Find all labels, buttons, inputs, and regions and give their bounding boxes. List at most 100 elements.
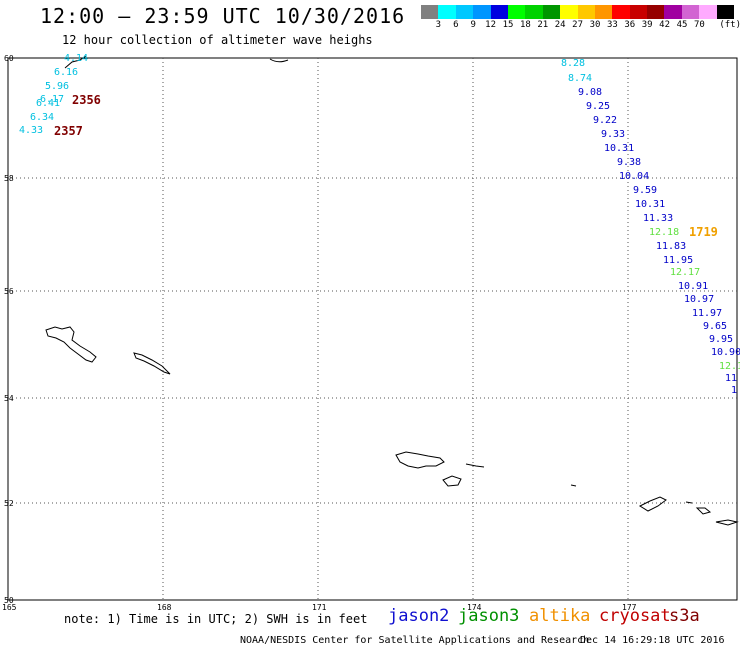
wave-height-label: 6.41 — [36, 98, 60, 109]
wave-height-label: 6.34 — [30, 112, 54, 123]
legend-tick-label: 70 — [693, 20, 705, 30]
track-time-label: 2356 — [72, 93, 101, 107]
wave-height-label: 8.74 — [568, 73, 592, 84]
coast-semichi-islands — [465, 463, 485, 468]
coastlines — [45, 55, 739, 526]
track-east: 8.28 8.74 9.08 9.25 9.22 9.33 10.31 9.38… — [561, 58, 740, 396]
coast-bering-island — [45, 326, 97, 363]
wave-height-label: 10.97 — [684, 294, 714, 305]
lat-label: 56 — [4, 287, 14, 296]
legend-swatch — [455, 5, 474, 19]
graticule — [8, 58, 737, 600]
wave-height-label: 4.14 — [64, 53, 88, 64]
legend-swatch — [629, 5, 648, 19]
legend-tick-label: 30 — [589, 20, 601, 30]
coast-north — [269, 58, 289, 63]
satellite-jason3: jason3 — [458, 606, 520, 626]
satellite-jason2: jason2 — [388, 606, 450, 626]
legend-swatch — [664, 5, 682, 19]
legend-swatch — [594, 5, 613, 19]
coast-islet-a — [685, 501, 693, 504]
wave-height-label: 10.31 — [604, 143, 634, 154]
legend-tick-label: 45 — [676, 20, 688, 30]
wave-height-label: 11.97 — [692, 308, 722, 319]
wave-height-label: 9.95 — [709, 334, 733, 345]
legend-swatch — [507, 5, 526, 19]
lat-label: 60 — [4, 54, 14, 63]
wave-height-label: 11.83 — [656, 241, 686, 252]
legend-swatches — [421, 5, 735, 19]
track-west: 4.14 6.16 5.96 6.17 6.41 6.34 4.33 2356 … — [19, 53, 101, 138]
coast-attu-island — [395, 451, 445, 469]
legend-swatch — [438, 5, 456, 19]
coast-agattu-island — [442, 475, 462, 487]
legend-swatch — [681, 5, 700, 19]
page-subtitle: 12 hour collection of altimeter wave hei… — [62, 33, 373, 47]
wave-height-label: 9.25 — [586, 101, 610, 112]
legend-swatch — [542, 5, 561, 19]
lon-label: 168 — [157, 603, 172, 610]
wave-height-label: 9.59 — [633, 185, 657, 196]
coast-islet-c — [715, 519, 739, 526]
legend-tick-label: 36 — [624, 20, 636, 30]
legend-tick-label: 42 — [659, 20, 671, 30]
lon-label: 174 — [467, 603, 482, 610]
wave-height-label: 11.33 — [643, 213, 673, 224]
legend-tick-label: 9 — [470, 20, 476, 30]
wave-height-label: 12.17 — [670, 267, 700, 278]
page-title: 12:00 – 23:59 UTC 10/30/2016 — [40, 4, 406, 28]
legend-swatch — [699, 5, 717, 19]
wave-height-label: 9.08 — [578, 87, 602, 98]
legend-tick-label: 15 — [502, 20, 514, 30]
satellite-altika: altika — [529, 606, 591, 626]
legend-labels: 3 6 9 12 15 18 21 24 27 30 33 36 39 42 45 70 (ft) — [421, 19, 740, 31]
legend-tick-label: 18 — [519, 20, 531, 30]
legend-unit: (ft) — [719, 20, 740, 30]
map-frame — [7, 57, 738, 601]
coast-buldir-island — [570, 484, 577, 487]
legend-tick-label: 6 — [453, 20, 459, 30]
wave-height-label: 1 — [731, 385, 737, 396]
lon-label: 177 — [622, 603, 637, 610]
legend-tick-label: 27 — [572, 20, 584, 30]
legend-swatch — [716, 5, 735, 19]
legend-swatch — [421, 5, 439, 19]
wave-height-label: 10.90 — [711, 347, 740, 358]
generated-timestamp: Dec 14 16:29:18 UTC 2016 — [580, 635, 725, 646]
legend-tick-label: 24 — [554, 20, 566, 30]
legend-swatch — [525, 5, 543, 19]
legend-tick-label: 39 — [641, 20, 653, 30]
legend-swatch — [612, 5, 630, 19]
wave-height-label: 9.38 — [617, 157, 641, 168]
lat-label: 54 — [4, 394, 14, 403]
wave-height-label: 6.16 — [54, 67, 78, 78]
coast-kiska-island — [638, 496, 667, 512]
lon-label: 171 — [312, 603, 327, 610]
legend-swatch — [473, 5, 491, 19]
footnote: note: 1) Time is in UTC; 2) SWH is in fe… — [64, 612, 368, 626]
wave-height-label: 11.95 — [663, 255, 693, 266]
lat-label: 50 — [4, 596, 14, 605]
legend-swatch — [647, 5, 665, 19]
lat-label: 52 — [4, 499, 14, 508]
wave-height-label: 4.33 — [19, 125, 43, 136]
track-time-label: 2357 — [54, 124, 83, 138]
credit-line: NOAA/NESDIS Center for Satellite Applica… — [240, 635, 590, 646]
coast-medny-island — [133, 352, 171, 375]
track-time-label: 1719 — [689, 225, 718, 239]
wave-height-label: 12.1 — [719, 361, 740, 372]
satellite-cryosat: cryosat — [599, 606, 671, 626]
wave-height-label: 9.33 — [601, 129, 625, 140]
wave-height-label: 10.91 — [678, 281, 708, 292]
legend-swatch — [560, 5, 578, 19]
satellite-s3a: s3a — [669, 606, 700, 626]
wave-height-label: 10.04 — [619, 171, 649, 182]
color-legend: 3 6 9 12 15 18 21 24 27 30 33 36 39 42 45 70 (ft) — [421, 5, 740, 31]
wave-height-label: 8.28 — [561, 58, 585, 69]
wave-height-label: 9.65 — [703, 321, 727, 332]
legend-swatch — [577, 5, 595, 19]
legend-tick-label: 21 — [537, 20, 549, 30]
lon-label: 165 — [2, 603, 17, 610]
latitude-labels: 60 58 56 54 52 50 — [4, 54, 14, 605]
wave-height-label: 5.96 — [45, 81, 69, 92]
